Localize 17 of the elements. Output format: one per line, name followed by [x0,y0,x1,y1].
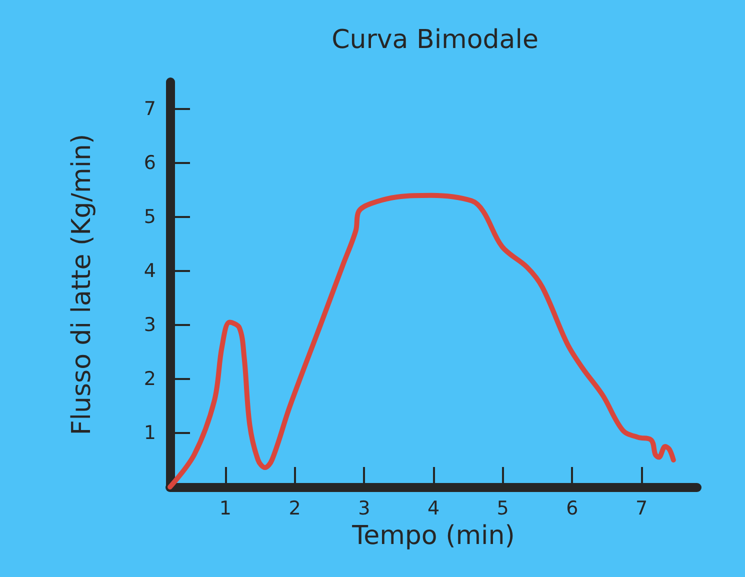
y-tick-label: 1 [144,422,156,444]
x-tick-label: 1 [219,498,232,520]
x-tick-label: 2 [288,498,301,520]
x-tick-label: 4 [427,498,440,520]
x-tick-label: 6 [566,498,578,520]
y-tick-label: 3 [144,314,156,336]
x-tick-label: 5 [496,498,509,520]
x-axis-title: Tempo (min) [351,520,515,551]
y-tick-label: 7 [144,98,156,120]
y-tick-label: 2 [144,368,156,390]
y-axis-title: Flusso di latte (Kg/min) [67,134,97,436]
y-tick-label: 5 [144,206,156,228]
y-tick-label: 6 [144,152,156,174]
y-tick-label: 4 [144,260,156,282]
x-tick-label: 7 [635,498,648,520]
x-tick-label: 3 [358,498,370,520]
chart-title: Curva Bimodale [332,25,538,55]
